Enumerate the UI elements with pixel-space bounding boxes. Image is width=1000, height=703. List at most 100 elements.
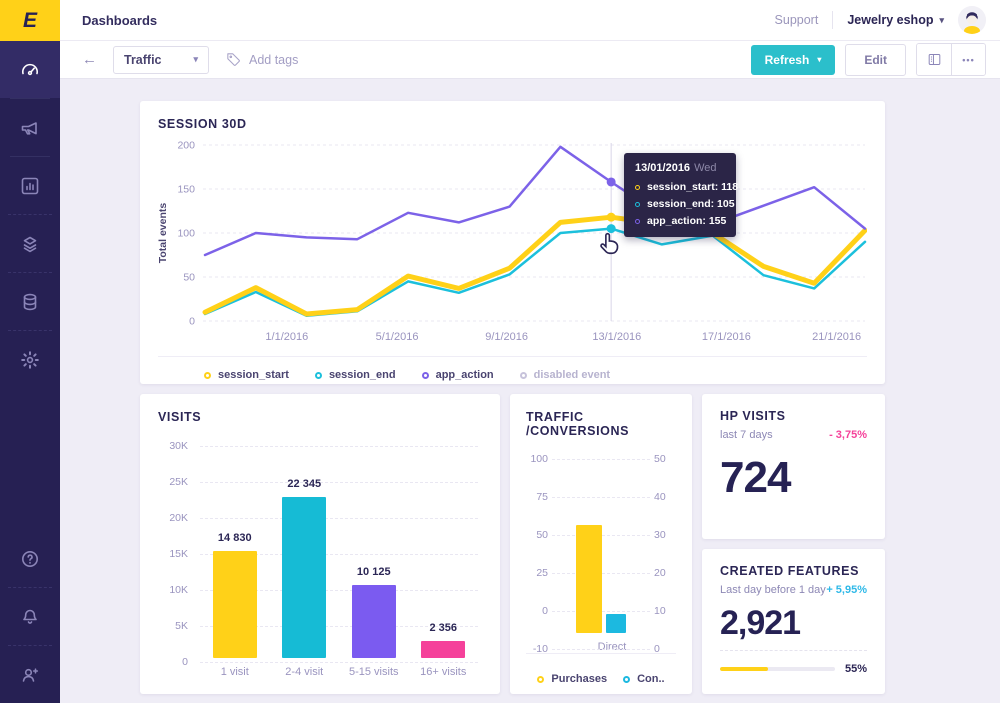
- sidebar-separator: [8, 272, 52, 273]
- bar-column: 22 345: [270, 446, 340, 658]
- svg-text:0: 0: [189, 316, 195, 328]
- svg-text:5/1/2016: 5/1/2016: [376, 331, 419, 343]
- add-tags-button[interactable]: Add tags: [225, 51, 298, 68]
- grid-line: [200, 446, 478, 447]
- traffic-bar-Con-[interactable]: [606, 613, 626, 633]
- avatar-image: [958, 6, 986, 34]
- tooltip-row: session_end: 105: [635, 198, 735, 210]
- y-axis-label-left: -10: [532, 643, 548, 655]
- svg-text:1/1/2016: 1/1/2016: [265, 331, 308, 343]
- grid-line: [552, 459, 650, 460]
- created-features-card: CREATED FEATURES Last day before 1 day +…: [702, 549, 885, 694]
- hp-visits-card: HP VISITS last 7 days - 3,75% 724: [702, 394, 885, 539]
- y-axis-label-right: 40: [654, 491, 666, 503]
- legend-item-Con-[interactable]: Con..: [623, 665, 665, 694]
- gauge-icon: [22, 63, 38, 75]
- refresh-button[interactable]: Refresh ▾: [750, 44, 836, 75]
- grid-line: [552, 497, 650, 498]
- avatar[interactable]: [958, 6, 986, 34]
- legend-label: Con..: [637, 673, 665, 686]
- legend-dot-icon: [537, 675, 545, 683]
- y-axis-label-right: 20: [654, 567, 666, 579]
- bar-chart-icon: [21, 177, 39, 194]
- traffic-chart-legend: Purchases Con..: [526, 652, 676, 694]
- traffic-bar-Purchases[interactable]: [576, 525, 602, 633]
- visits-bar-5-15-visits[interactable]: 10 125: [351, 566, 396, 658]
- view-button-group: •••: [916, 43, 986, 76]
- legend-item-disabled-event[interactable]: disabled event: [519, 369, 610, 381]
- svg-text:50: 50: [183, 272, 195, 284]
- help-icon: [22, 550, 38, 567]
- tooltip-row: app_action: 155: [635, 215, 726, 227]
- visits-bar-16-visits[interactable]: 2 356: [421, 622, 466, 658]
- traffic-chart-plot: 100 75 50 25 0 -10 50 40 30 20 10 0: [526, 453, 676, 655]
- legend-label: session_end: [328, 369, 396, 381]
- sidebar-item-help[interactable]: [0, 530, 60, 587]
- chevron-down-icon: ▾: [939, 14, 944, 25]
- gear-icon: [21, 350, 39, 369]
- more-icon: •••: [962, 54, 975, 65]
- sidebar-spacer: [0, 388, 60, 530]
- traffic-bars: [576, 525, 626, 633]
- legend-dot-icon: [421, 371, 429, 379]
- legend-item-session-start[interactable]: session_start: [204, 369, 289, 381]
- svg-text:21/1/2016: 21/1/2016: [812, 331, 861, 343]
- layout-toggle-button[interactable]: [917, 44, 951, 75]
- sidebar-item-invite[interactable]: [0, 646, 60, 703]
- sidebar-item-campaigns[interactable]: [0, 99, 60, 156]
- more-options-button[interactable]: •••: [951, 44, 985, 75]
- tooltip-row-text: session_start: 118: [647, 181, 739, 193]
- dashboard-select[interactable]: Traffic ▾: [113, 45, 209, 74]
- sidebar-item-settings[interactable]: [0, 331, 60, 388]
- session-chart[interactable]: 0 50 100 150 200 1/1/2016 5/1/2016 9/1/2016 13/1…: [157, 137, 868, 354]
- legend-dot-icon: [623, 675, 631, 683]
- y-axis-label: 25K: [169, 476, 188, 488]
- grid-line: [552, 649, 650, 650]
- hover-dot-session_end: [606, 224, 616, 234]
- hp-visits-value: 724: [720, 453, 791, 502]
- grid-line: [200, 482, 478, 483]
- visits-bar-1-visit[interactable]: 14 830: [212, 532, 257, 658]
- edit-button[interactable]: Edit: [845, 43, 906, 76]
- app-logo[interactable]: E: [0, 0, 60, 41]
- sidebar-item-notifications[interactable]: [0, 588, 60, 645]
- line-series-app_action: [203, 145, 867, 257]
- session-chart-legend: session_start session_end app_action disabl…: [158, 356, 867, 381]
- x-axis-label: 16+ visits: [420, 666, 467, 678]
- legend-item-app-action[interactable]: app_action: [421, 369, 494, 381]
- y-axis-label: 30K: [169, 440, 188, 452]
- page-title: Dashboards: [82, 12, 158, 28]
- tag-icon: [227, 53, 240, 66]
- megaphone-icon: [21, 121, 37, 135]
- sidebar-item-dashboard[interactable]: [0, 41, 60, 98]
- bar-value-label: 10 125: [356, 566, 391, 579]
- tooltip-weekday: Wed: [694, 162, 717, 174]
- svg-text:Total events: Total events: [158, 203, 169, 264]
- back-button[interactable]: ←: [82, 51, 97, 68]
- sidebar-item-customers[interactable]: [0, 215, 60, 272]
- sidebar-item-data[interactable]: [0, 273, 60, 330]
- bar-column: 2 356: [409, 446, 479, 658]
- legend-dot-icon: [314, 371, 322, 379]
- sidebar-item-analyses[interactable]: [0, 157, 60, 214]
- y-axis-label-left: 100: [530, 453, 548, 465]
- y-axis-label-right: 30: [654, 529, 666, 541]
- topbar-divider: [832, 11, 834, 29]
- visits-chart-plot: 0 5K 10K 15K 20K 25K 30K 14 830 22 345 10 125 2 35…: [158, 440, 482, 668]
- bar-column: 14 830: [200, 446, 270, 658]
- legend-item-session-end[interactable]: session_end: [314, 369, 396, 381]
- y-axis-label-right: 0: [654, 643, 660, 655]
- traffic-plot-area: [552, 459, 650, 650]
- dashboard-content: SESSION 30D 0 50 100 150 200 1/1/2016 5/1/2016…: [60, 79, 1000, 703]
- line-series-session_end: [203, 227, 867, 317]
- svg-text:9/1/2016: 9/1/2016: [485, 331, 528, 343]
- visits-bar-2-4-visit[interactable]: 22 345: [282, 478, 327, 658]
- app-logo-letter: E: [22, 8, 37, 32]
- support-link[interactable]: Support: [774, 13, 819, 27]
- y-axis-label-left: 25: [536, 567, 548, 579]
- traffic-right-axis: 50 40 30 20 10 0: [654, 453, 676, 655]
- card-divider: [720, 650, 867, 651]
- legend-item-Purchases[interactable]: Purchases: [537, 665, 607, 694]
- account-menu[interactable]: Jewelry eshop ▾: [847, 13, 944, 27]
- x-axis-label: 1 visit: [220, 666, 249, 678]
